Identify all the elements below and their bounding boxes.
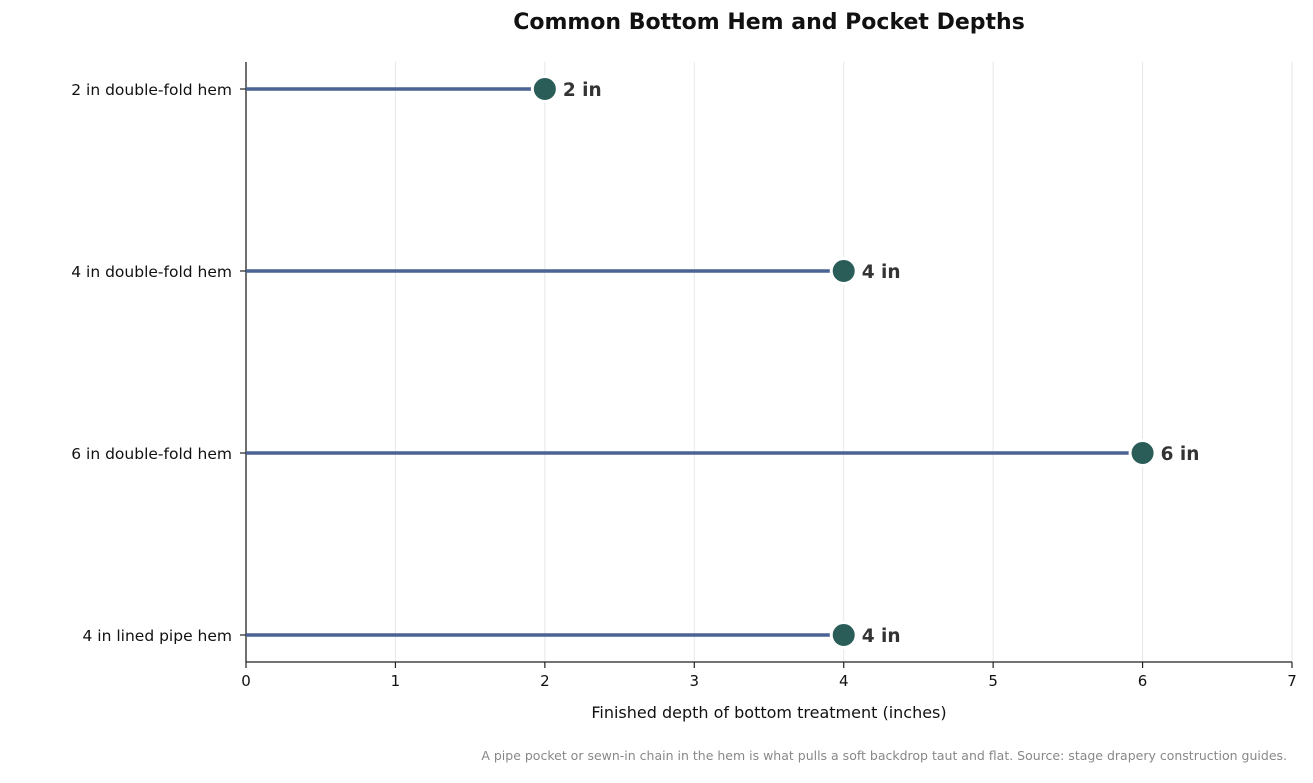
data-marks: 2 in 4 in 6 in 4 in <box>246 75 1200 649</box>
x-tick-label: 7 <box>1287 672 1297 690</box>
y-tick-label: 4 in double-fold hem <box>71 263 232 281</box>
x-tick-label: 4 <box>839 672 849 690</box>
value-label: 6 in <box>1161 444 1200 465</box>
y-tick-label: 4 in lined pipe hem <box>83 627 233 645</box>
lollipop-marker <box>829 621 858 649</box>
x-tick-label: 5 <box>988 672 998 690</box>
x-tick-label: 3 <box>690 672 700 690</box>
value-label: 2 in <box>563 80 602 101</box>
y-tick-label: 2 in double-fold hem <box>71 81 232 99</box>
grid-lines <box>394 62 1293 662</box>
lollipop-marker <box>530 75 559 103</box>
x-tick-label: 6 <box>1138 672 1148 690</box>
value-label: 4 in <box>862 262 901 283</box>
x-tick-label: 0 <box>241 672 251 690</box>
x-tick-label: 1 <box>391 672 401 690</box>
y-tick-label: 6 in double-fold hem <box>71 445 232 463</box>
value-label: 4 in <box>862 626 901 647</box>
axes: 0 1 2 3 4 5 6 7 2 in double-fold hem 4 in double-… <box>71 62 1297 690</box>
lollipop-marker <box>1128 439 1157 467</box>
source-caption: A pipe pocket or sewn-in chain in the he… <box>481 748 1287 763</box>
chart-title: Common Bottom Hem and Pocket Depths <box>513 10 1025 35</box>
x-tick-label: 2 <box>540 672 550 690</box>
lollipop-marker <box>829 257 858 285</box>
x-axis-label: Finished depth of bottom treatment (inch… <box>591 703 947 722</box>
